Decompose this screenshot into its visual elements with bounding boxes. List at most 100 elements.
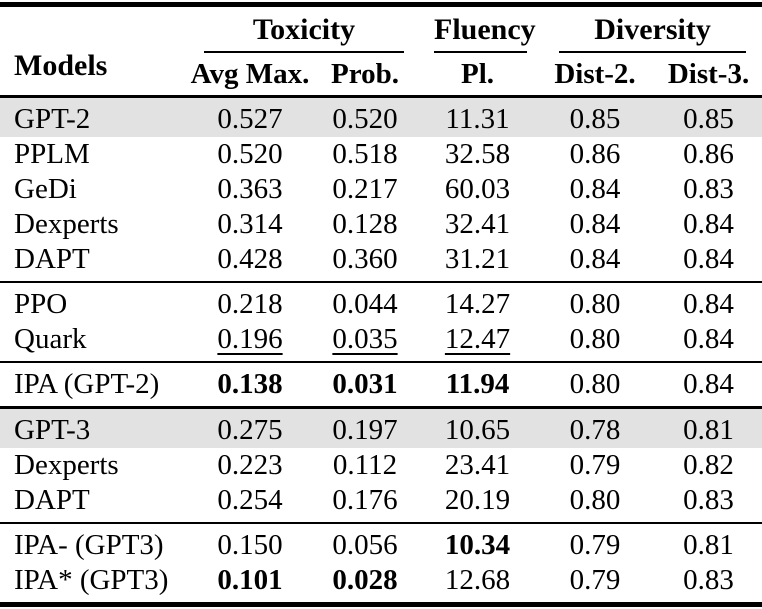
table-row: GeDi 0.363 0.217 60.03 0.84 0.83 (0, 172, 762, 207)
value-cell: 0.314 (217, 208, 283, 240)
table-section-2: PPO 0.218 0.044 14.27 0.80 0.84 Quark 0.196 0.03… (0, 282, 762, 362)
value-cell: 0.112 (332, 449, 398, 481)
model-name: GPT-3 (0, 407, 190, 448)
model-name: PPO (14, 288, 68, 320)
value-cell: 0.275 (190, 407, 310, 448)
model-name: GPT-2 (0, 96, 190, 137)
table-row: IPA (GPT-2) 0.138 0.031 11.94 0.80 0.84 (0, 362, 762, 408)
subheader-row: Avg Max. Prob. Pl. Dist-2. Dist-3. (0, 53, 762, 97)
value-cell: 0.363 (217, 173, 283, 205)
table-row: Dexperts 0.314 0.128 32.41 0.84 0.84 (0, 207, 762, 242)
table-row: IPA- (GPT3) 0.150 0.056 10.34 0.79 0.81 (0, 523, 762, 563)
value-cell: 0.84 (569, 243, 621, 275)
table-row: GPT-3 0.275 0.197 10.65 0.78 0.81 (0, 407, 762, 448)
value-cell: 12.68 (444, 564, 511, 596)
value-cell: 0.79 (569, 564, 621, 596)
value-cell: 0.360 (332, 243, 398, 275)
value-cell: 0.520 (310, 96, 421, 137)
value-cell: 0.138 (217, 368, 283, 400)
value-cell: 32.58 (444, 138, 511, 170)
column-group-fluency-label: Fluency (434, 13, 536, 53)
column-header-pl: Pl. (461, 57, 495, 90)
value-cell: 0.84 (569, 208, 621, 240)
value-cell: 32.41 (444, 208, 511, 240)
value-cell: 0.254 (217, 484, 283, 516)
value-cell: 0.80 (569, 323, 621, 355)
table-section-4: GPT-3 0.275 0.197 10.65 0.78 0.81 Dexperts 0.22… (0, 407, 762, 524)
value-cell: 0.85 (655, 96, 762, 137)
value-cell: 10.34 (444, 529, 511, 561)
table-section-3: IPA (GPT-2) 0.138 0.031 11.94 0.80 0.84 (0, 362, 762, 408)
value-cell: 0.518 (332, 138, 398, 170)
table-row: IPA* (GPT3) 0.101 0.028 12.68 0.79 0.83 (0, 563, 762, 605)
value-cell: 0.150 (217, 529, 283, 561)
table-row: GPT-2 0.527 0.520 11.31 0.85 0.85 (0, 96, 762, 137)
value-cell: 0.428 (217, 243, 283, 275)
value-cell: 0.527 (190, 96, 310, 137)
value-cell: 0.84 (683, 208, 734, 240)
value-cell: 0.044 (332, 288, 398, 320)
model-name: PPLM (14, 138, 90, 170)
value-cell: 0.028 (332, 564, 398, 596)
column-header-avg-max: Avg Max. (190, 57, 310, 90)
value-cell: 0.83 (683, 564, 734, 596)
table-row: PPLM 0.520 0.518 32.58 0.86 0.86 (0, 137, 762, 172)
group-header-row: Models Toxicity Fluency Diversity (0, 5, 762, 82)
value-cell: 0.83 (683, 484, 734, 516)
model-name: IPA (GPT-2) (14, 368, 160, 400)
value-cell: 0.83 (683, 173, 734, 205)
value-cell: 0.176 (332, 484, 398, 516)
table-row: Quark 0.196 0.035 12.47 0.80 0.84 (0, 322, 762, 362)
value-cell: 0.223 (217, 449, 283, 481)
value-cell: 0.86 (683, 138, 734, 170)
value-cell: 0.128 (332, 208, 398, 240)
value-cell: 31.21 (444, 243, 511, 275)
table-header: Models Toxicity Fluency Diversity Avg Ma… (0, 5, 762, 97)
value-cell: 0.81 (683, 529, 734, 561)
model-name: Dexperts (14, 208, 119, 240)
model-name: DAPT (14, 243, 90, 275)
value-cell: 0.85 (535, 96, 656, 137)
value-cell: 0.84 (569, 173, 621, 205)
value-cell: 0.035 (332, 323, 398, 355)
table-row: DAPT 0.428 0.360 31.21 0.84 0.84 (0, 242, 762, 282)
model-name: GeDi (14, 173, 77, 205)
column-header-dist3: Dist-3. (667, 57, 750, 90)
value-cell: 0.520 (217, 138, 283, 170)
value-cell: 0.79 (569, 449, 621, 481)
value-cell: 10.65 (420, 407, 536, 448)
column-header-dist2: Dist-2. (554, 57, 636, 90)
table-section-5: IPA- (GPT3) 0.150 0.056 10.34 0.79 0.81 IPA* (… (0, 523, 762, 605)
column-group-diversity-label: Diversity (559, 13, 747, 53)
value-cell: 23.41 (444, 449, 511, 481)
value-cell: 14.27 (444, 288, 511, 320)
model-name: Quark (14, 323, 87, 355)
column-group-toxicity-label: Toxicity (204, 13, 405, 53)
model-name: Dexperts (14, 449, 119, 481)
value-cell: 60.03 (444, 173, 511, 205)
value-cell: 11.31 (420, 96, 536, 137)
value-cell: 0.80 (569, 368, 621, 400)
value-cell: 0.80 (569, 484, 621, 516)
value-cell: 0.86 (569, 138, 621, 170)
column-group-fluency: Fluency (420, 5, 536, 53)
value-cell: 12.47 (444, 323, 511, 355)
value-cell: 20.19 (444, 484, 511, 516)
value-cell: 0.218 (217, 288, 283, 320)
value-cell: 0.056 (332, 529, 398, 561)
table-section-1: GPT-2 0.527 0.520 11.31 0.85 0.85 PPLM 0.520 0.5… (0, 96, 762, 283)
value-cell: 0.79 (569, 529, 621, 561)
value-cell: 0.197 (310, 407, 421, 448)
value-cell: 0.031 (332, 368, 398, 400)
model-name: IPA* (GPT3) (14, 564, 169, 596)
value-cell: 0.81 (655, 407, 762, 448)
column-header-models: Models (14, 49, 108, 82)
model-name: DAPT (14, 484, 90, 516)
model-name: IPA- (GPT3) (14, 529, 164, 561)
value-cell: 0.82 (683, 449, 734, 481)
value-cell: 0.101 (217, 564, 283, 596)
value-cell: 0.84 (683, 243, 734, 275)
value-cell: 0.196 (217, 323, 283, 355)
